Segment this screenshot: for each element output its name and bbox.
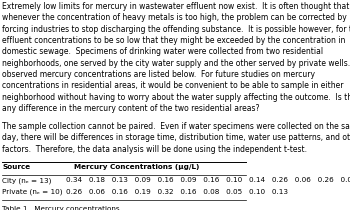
Text: Mercury Concentrations (µg/L): Mercury Concentrations (µg/L) <box>75 164 200 170</box>
Text: observed mercury concentrations are listed below.  For future studies on mercury: observed mercury concentrations are list… <box>2 70 315 79</box>
Text: factors.  Therefore, the data analysis will be done using the independent t-test: factors. Therefore, the data analysis wi… <box>2 145 308 154</box>
Text: neighborhoods, one served by the city water supply and the other served by priva: neighborhoods, one served by the city wa… <box>2 59 350 68</box>
Text: Table 1.  Mercury concentrations.: Table 1. Mercury concentrations. <box>2 206 122 210</box>
Text: forcing industries to stop discharging the offending substance.  It is possible : forcing industries to stop discharging t… <box>2 25 350 34</box>
Text: City (nₑ = 13): City (nₑ = 13) <box>2 177 52 184</box>
Text: effluent concentrations to be so low that they might be exceeded by the concentr: effluent concentrations to be so low tha… <box>2 36 346 45</box>
Text: 0.34   0.18   0.13   0.09   0.16   0.09   0.16   0.10   0.14   0.26   0.06   0.2: 0.34 0.18 0.13 0.09 0.16 0.09 0.16 0.10 … <box>66 177 350 184</box>
Text: whenever the concentration of heavy metals is too high, the problem can be corre: whenever the concentration of heavy meta… <box>2 13 347 22</box>
Text: day, there will be differences in storage time, distribution time, water use pat: day, there will be differences in storag… <box>2 133 350 142</box>
Text: concentrations in residential areas, it would be convenient to be able to sample: concentrations in residential areas, it … <box>2 81 344 90</box>
Text: domestic sewage.  Specimens of drinking water were collected from two residentia: domestic sewage. Specimens of drinking w… <box>2 47 324 56</box>
Text: Private (nₑ = 10): Private (nₑ = 10) <box>2 189 63 195</box>
Text: Extremely low limits for mercury in wastewater effluent now exist.  It is often : Extremely low limits for mercury in wast… <box>2 2 350 11</box>
Text: 0.26   0.06   0.16   0.19   0.32   0.16   0.08   0.05   0.10   0.13: 0.26 0.06 0.16 0.19 0.32 0.16 0.08 0.05 … <box>66 189 288 195</box>
Text: any difference in the mercury content of the two residential areas?: any difference in the mercury content of… <box>2 104 260 113</box>
Text: The sample collection cannot be paired.  Even if water specimens were collected : The sample collection cannot be paired. … <box>2 122 350 131</box>
Text: Source: Source <box>2 164 30 170</box>
Text: neighborhood without having to worry about the water supply affecting the outcom: neighborhood without having to worry abo… <box>2 93 350 102</box>
